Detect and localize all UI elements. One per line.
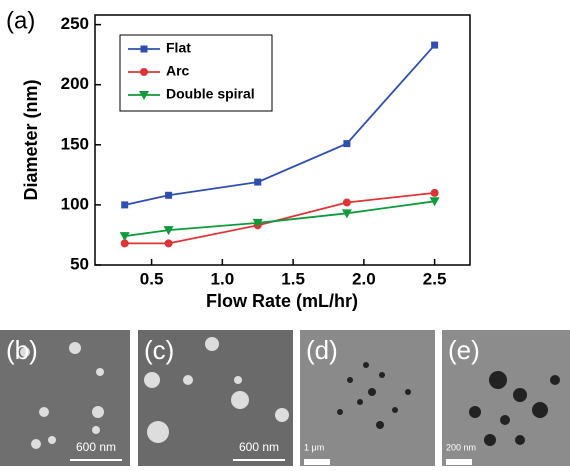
marker	[119, 232, 130, 242]
micrographs: (b) 600 nm (c) 600 nm (d) 1 μm (e) 200 nm	[0, 330, 570, 466]
particle	[347, 377, 353, 383]
particle	[48, 436, 56, 444]
particle	[550, 375, 560, 385]
micrograph	[442, 330, 570, 466]
y-tick-label: 50	[70, 254, 89, 273]
scale-label: 1 μm	[304, 442, 324, 452]
particle	[376, 421, 384, 429]
legend-label: Arc	[166, 63, 190, 79]
particle	[183, 375, 193, 385]
particle	[532, 402, 548, 418]
scale-bar	[70, 459, 122, 461]
particle	[405, 389, 411, 395]
particle	[275, 408, 289, 422]
scale-label: 200 nm	[446, 442, 476, 452]
panel-label: (d)	[306, 335, 338, 365]
panel-label: (c)	[144, 335, 174, 365]
y-tick-label: 100	[61, 194, 89, 213]
particle	[513, 388, 527, 402]
scale-bar	[446, 459, 472, 465]
panel-label: (b)	[6, 335, 38, 365]
marker	[140, 45, 148, 53]
x-tick-label: 1.0	[211, 269, 235, 288]
particle	[515, 435, 525, 445]
scale-bar	[233, 459, 285, 461]
particle	[205, 337, 219, 351]
micrograph	[138, 330, 293, 466]
particle	[92, 426, 100, 434]
y-axis-title: Diameter (nm)	[21, 79, 41, 200]
x-axis-title: Flow Rate (mL/hr)	[206, 291, 358, 311]
particle	[96, 368, 104, 376]
legend-label: Double spiral	[166, 86, 255, 102]
particle	[484, 434, 496, 446]
particle	[500, 415, 510, 425]
particle	[231, 391, 249, 409]
marker	[139, 91, 149, 100]
particle	[147, 421, 169, 443]
marker	[343, 140, 351, 148]
particle	[379, 372, 385, 378]
particle	[234, 376, 242, 384]
particle	[357, 399, 363, 405]
panel-label: (a)	[6, 7, 35, 34]
particle	[144, 372, 160, 388]
particle	[31, 439, 41, 449]
marker	[165, 191, 173, 199]
y-tick-label: 250	[61, 14, 89, 33]
x-tick-label: 1.5	[281, 269, 305, 288]
particle	[20, 347, 30, 357]
marker	[252, 218, 263, 228]
x-tick-label: 2.5	[423, 269, 447, 288]
particle	[69, 342, 81, 354]
marker	[342, 198, 351, 207]
particle	[368, 388, 376, 396]
particle	[392, 407, 398, 413]
marker	[120, 239, 129, 248]
series-line	[124, 191, 435, 245]
marker	[431, 41, 439, 49]
particle	[363, 362, 369, 368]
particle	[39, 407, 49, 417]
series-line	[124, 200, 435, 238]
marker	[121, 201, 129, 209]
marker	[140, 68, 148, 76]
marker	[164, 239, 173, 248]
scale-bar	[304, 459, 330, 465]
x-tick-label: 2.0	[352, 269, 376, 288]
marker	[429, 197, 440, 207]
particle	[469, 406, 481, 418]
scale-label: 600 nm	[76, 440, 116, 454]
legend-label: Flat	[166, 40, 191, 56]
plot-frame	[94, 14, 471, 266]
marker	[430, 188, 439, 197]
marker	[254, 178, 262, 186]
marker	[163, 226, 174, 236]
scale-label: 600 nm	[239, 440, 279, 454]
micrograph	[300, 330, 435, 466]
particle	[337, 409, 343, 415]
particle	[489, 371, 507, 389]
marker	[341, 209, 352, 219]
panel-label: (e)	[448, 335, 480, 365]
y-tick-label: 150	[61, 134, 89, 153]
y-tick-label: 200	[61, 74, 89, 93]
x-tick-label: 0.5	[140, 269, 164, 288]
particle	[92, 406, 104, 418]
